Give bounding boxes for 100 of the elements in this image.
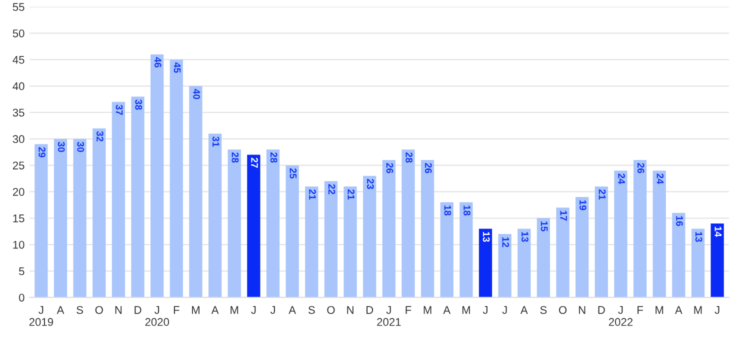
y-tick-label: 40 xyxy=(12,82,24,90)
data-label: 19 xyxy=(579,200,586,210)
x-tick-label: A xyxy=(56,306,64,314)
y-tick-label: 50 xyxy=(12,29,24,38)
y-tick-label: 15 xyxy=(13,214,24,222)
bar xyxy=(286,165,299,298)
x-tick-label: N xyxy=(115,306,122,314)
data-label: 37 xyxy=(116,104,123,115)
x-tick-label: J xyxy=(482,306,488,314)
data-label: 38 xyxy=(135,99,142,110)
bar xyxy=(54,138,68,298)
bar xyxy=(420,160,434,298)
data-label: 28 xyxy=(270,152,278,163)
data-label: 40 xyxy=(193,88,200,100)
bar xyxy=(382,160,396,298)
data-label: 21 xyxy=(598,189,606,200)
y-tick-label: 10 xyxy=(13,240,24,249)
bar xyxy=(691,228,705,298)
x-tick-label: A xyxy=(674,306,682,314)
bar xyxy=(614,170,628,298)
data-label: 27 xyxy=(251,158,258,168)
bar xyxy=(672,212,686,298)
data-label: 15 xyxy=(540,221,548,232)
data-label: 24 xyxy=(618,174,625,184)
x-tick-label: A xyxy=(288,306,296,314)
x-tick-label: F xyxy=(638,306,643,314)
data-label: 18 xyxy=(464,206,470,216)
data-label: 31 xyxy=(212,136,220,147)
x-tick-label: D xyxy=(598,306,605,314)
x-tick-label: O xyxy=(327,306,335,314)
data-label: 25 xyxy=(290,168,297,178)
data-label: 21 xyxy=(348,189,355,200)
bar xyxy=(150,54,164,298)
x-tick-label: A xyxy=(443,306,451,314)
x-tick-label: N xyxy=(347,306,354,314)
x-tick-label: F xyxy=(174,306,180,314)
bar xyxy=(556,208,570,298)
data-label: 24 xyxy=(656,174,664,184)
data-label: 18 xyxy=(444,206,452,216)
bar xyxy=(498,234,512,298)
y-tick-label: 25 xyxy=(12,162,24,170)
bar xyxy=(478,228,492,298)
x-tick-label: F xyxy=(406,306,412,314)
bar xyxy=(92,128,106,298)
x-tick-label: M xyxy=(424,306,432,314)
bar xyxy=(710,223,724,298)
bar xyxy=(344,186,357,298)
x-tick-label: A xyxy=(211,306,219,314)
bar xyxy=(402,149,415,298)
x-tick-label: J 2022 xyxy=(608,306,633,326)
bar xyxy=(440,202,454,298)
y-tick-label: 0 xyxy=(18,294,24,302)
bar xyxy=(131,96,144,298)
bar xyxy=(208,134,222,298)
data-label: 45 xyxy=(174,62,181,73)
y-tick-label: 20 xyxy=(12,188,24,196)
bar xyxy=(518,228,531,298)
x-tick-label: M xyxy=(694,306,702,314)
bar xyxy=(363,176,376,298)
x-tick-label: A xyxy=(520,306,528,314)
data-label: 12 xyxy=(502,237,510,248)
x-tick-label: J xyxy=(270,306,275,314)
data-label: 29 xyxy=(38,147,46,158)
data-label: 32 xyxy=(96,131,104,142)
y-tick-label: 45 xyxy=(12,56,24,64)
data-label: 13 xyxy=(482,232,490,242)
x-tick-label: M xyxy=(230,306,238,314)
y-tick-label: 55 xyxy=(12,3,24,11)
bar xyxy=(652,170,666,298)
bar xyxy=(228,149,241,298)
data-label: 26 xyxy=(424,163,432,174)
x-tick-label: J 2019 xyxy=(29,306,54,326)
bar xyxy=(170,60,183,298)
bar xyxy=(247,154,260,298)
y-tick-label: 30 xyxy=(12,135,24,144)
bar xyxy=(633,160,647,298)
data-label: 21 xyxy=(309,189,316,200)
x-tick-label: S xyxy=(76,306,84,314)
bar xyxy=(112,102,126,298)
data-label: 13 xyxy=(522,232,528,242)
bar xyxy=(266,149,280,298)
x-tick-label: O xyxy=(558,306,567,314)
x-tick-label: O xyxy=(95,306,103,314)
data-label: 17 xyxy=(560,210,567,221)
x-tick-label: D xyxy=(366,306,374,314)
x-tick-label: S xyxy=(308,306,315,314)
data-label: 16 xyxy=(676,216,683,226)
x-tick-label: J 2020 xyxy=(145,306,170,326)
y-tick-label: 35 xyxy=(12,108,24,117)
x-tick-label: J xyxy=(502,306,507,314)
x-tick-label: N xyxy=(578,306,586,314)
bar xyxy=(460,202,473,298)
bar xyxy=(305,186,318,298)
y-tick-label: 5 xyxy=(19,267,24,276)
x-tick-label: M xyxy=(656,306,664,314)
bar xyxy=(189,86,202,298)
x-tick-label: D xyxy=(134,306,142,314)
bar xyxy=(324,181,338,298)
data-label: 28 xyxy=(406,152,412,163)
x-tick-label: S xyxy=(540,306,547,314)
